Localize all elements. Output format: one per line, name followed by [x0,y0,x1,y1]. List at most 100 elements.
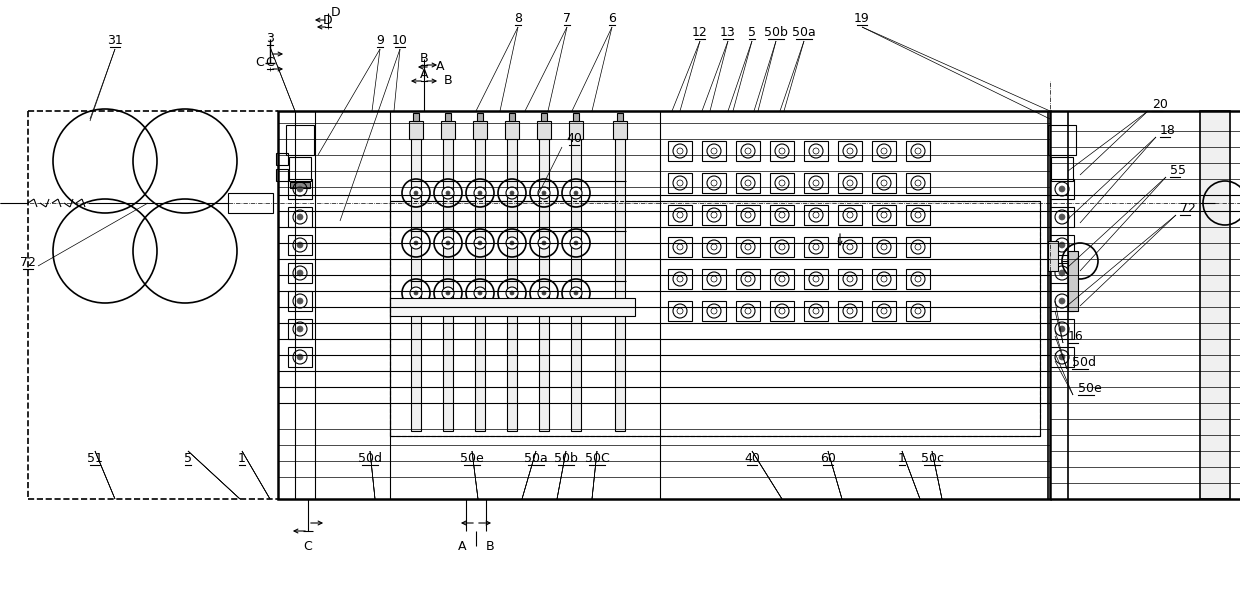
Bar [804,173,828,193]
Bar [277,169,288,181]
Bar [1050,319,1074,339]
Text: 8: 8 [515,12,522,26]
Circle shape [813,276,818,282]
Text: 50C: 50C [584,453,609,466]
Text: 1: 1 [238,453,246,466]
Bar [737,173,760,193]
Bar [539,131,549,431]
Bar [872,237,897,257]
Bar [570,131,582,431]
Circle shape [915,308,921,314]
Bar [290,182,310,188]
Bar [702,141,725,161]
Bar [838,205,862,225]
Circle shape [745,212,751,218]
Text: 50d: 50d [1073,356,1096,370]
Circle shape [538,237,551,249]
Bar [737,205,760,225]
Circle shape [474,287,486,299]
Bar [838,301,862,321]
Text: 20: 20 [1152,98,1168,111]
Text: C: C [304,540,312,552]
Bar [906,205,930,225]
Bar [804,141,828,161]
Circle shape [813,244,818,250]
Circle shape [813,148,818,154]
Bar [668,237,692,257]
Circle shape [677,244,683,250]
Circle shape [298,186,303,192]
Bar [737,237,760,257]
Circle shape [410,237,422,249]
Text: 50c: 50c [920,453,944,466]
Bar [770,173,794,193]
Circle shape [880,308,887,314]
Bar [804,237,828,257]
Text: D: D [324,15,332,27]
Bar [1048,125,1076,155]
Circle shape [711,244,717,250]
Bar [409,121,423,139]
Bar [541,113,547,121]
Bar [702,205,725,225]
Circle shape [298,354,303,360]
Text: 7: 7 [563,12,570,26]
Circle shape [1059,214,1065,220]
Circle shape [446,291,450,295]
Circle shape [477,191,482,195]
Circle shape [538,187,551,199]
Circle shape [779,276,785,282]
Text: 50a: 50a [792,26,816,40]
Text: 5: 5 [748,26,756,40]
Circle shape [298,270,303,276]
Text: B: B [486,540,495,552]
Bar [1050,179,1074,199]
Circle shape [446,191,450,195]
Text: 50e: 50e [460,453,484,466]
Circle shape [779,308,785,314]
Circle shape [745,244,751,250]
Bar [1050,207,1074,227]
Circle shape [813,212,818,218]
Bar [737,301,760,321]
Circle shape [298,298,303,304]
Bar [537,121,551,139]
Circle shape [474,187,486,199]
Bar [838,269,862,289]
Bar [770,269,794,289]
Circle shape [298,242,303,248]
Circle shape [542,291,546,295]
Circle shape [510,191,515,195]
Text: 72: 72 [20,257,36,269]
Circle shape [711,276,717,282]
Circle shape [745,276,751,282]
Circle shape [711,308,717,314]
Circle shape [1059,326,1065,332]
Circle shape [542,241,546,245]
Text: 50b: 50b [554,453,578,466]
Circle shape [847,180,853,186]
Bar [413,113,419,121]
Text: A: A [435,60,444,73]
Bar [1048,241,1058,271]
Circle shape [1059,186,1065,192]
Circle shape [915,244,921,250]
Text: 1: 1 [898,453,906,466]
Bar [1050,263,1074,283]
Circle shape [538,287,551,299]
Bar [872,141,897,161]
Bar [286,125,314,155]
Bar [391,298,635,316]
Bar [838,173,862,193]
Bar [702,269,725,289]
Bar [391,201,1040,436]
Circle shape [880,212,887,218]
Bar [702,301,725,321]
Text: A: A [420,68,428,81]
Text: B: B [419,53,428,65]
Circle shape [779,180,785,186]
Bar [906,301,930,321]
Bar [770,205,794,225]
Circle shape [1059,298,1065,304]
Circle shape [847,244,853,250]
